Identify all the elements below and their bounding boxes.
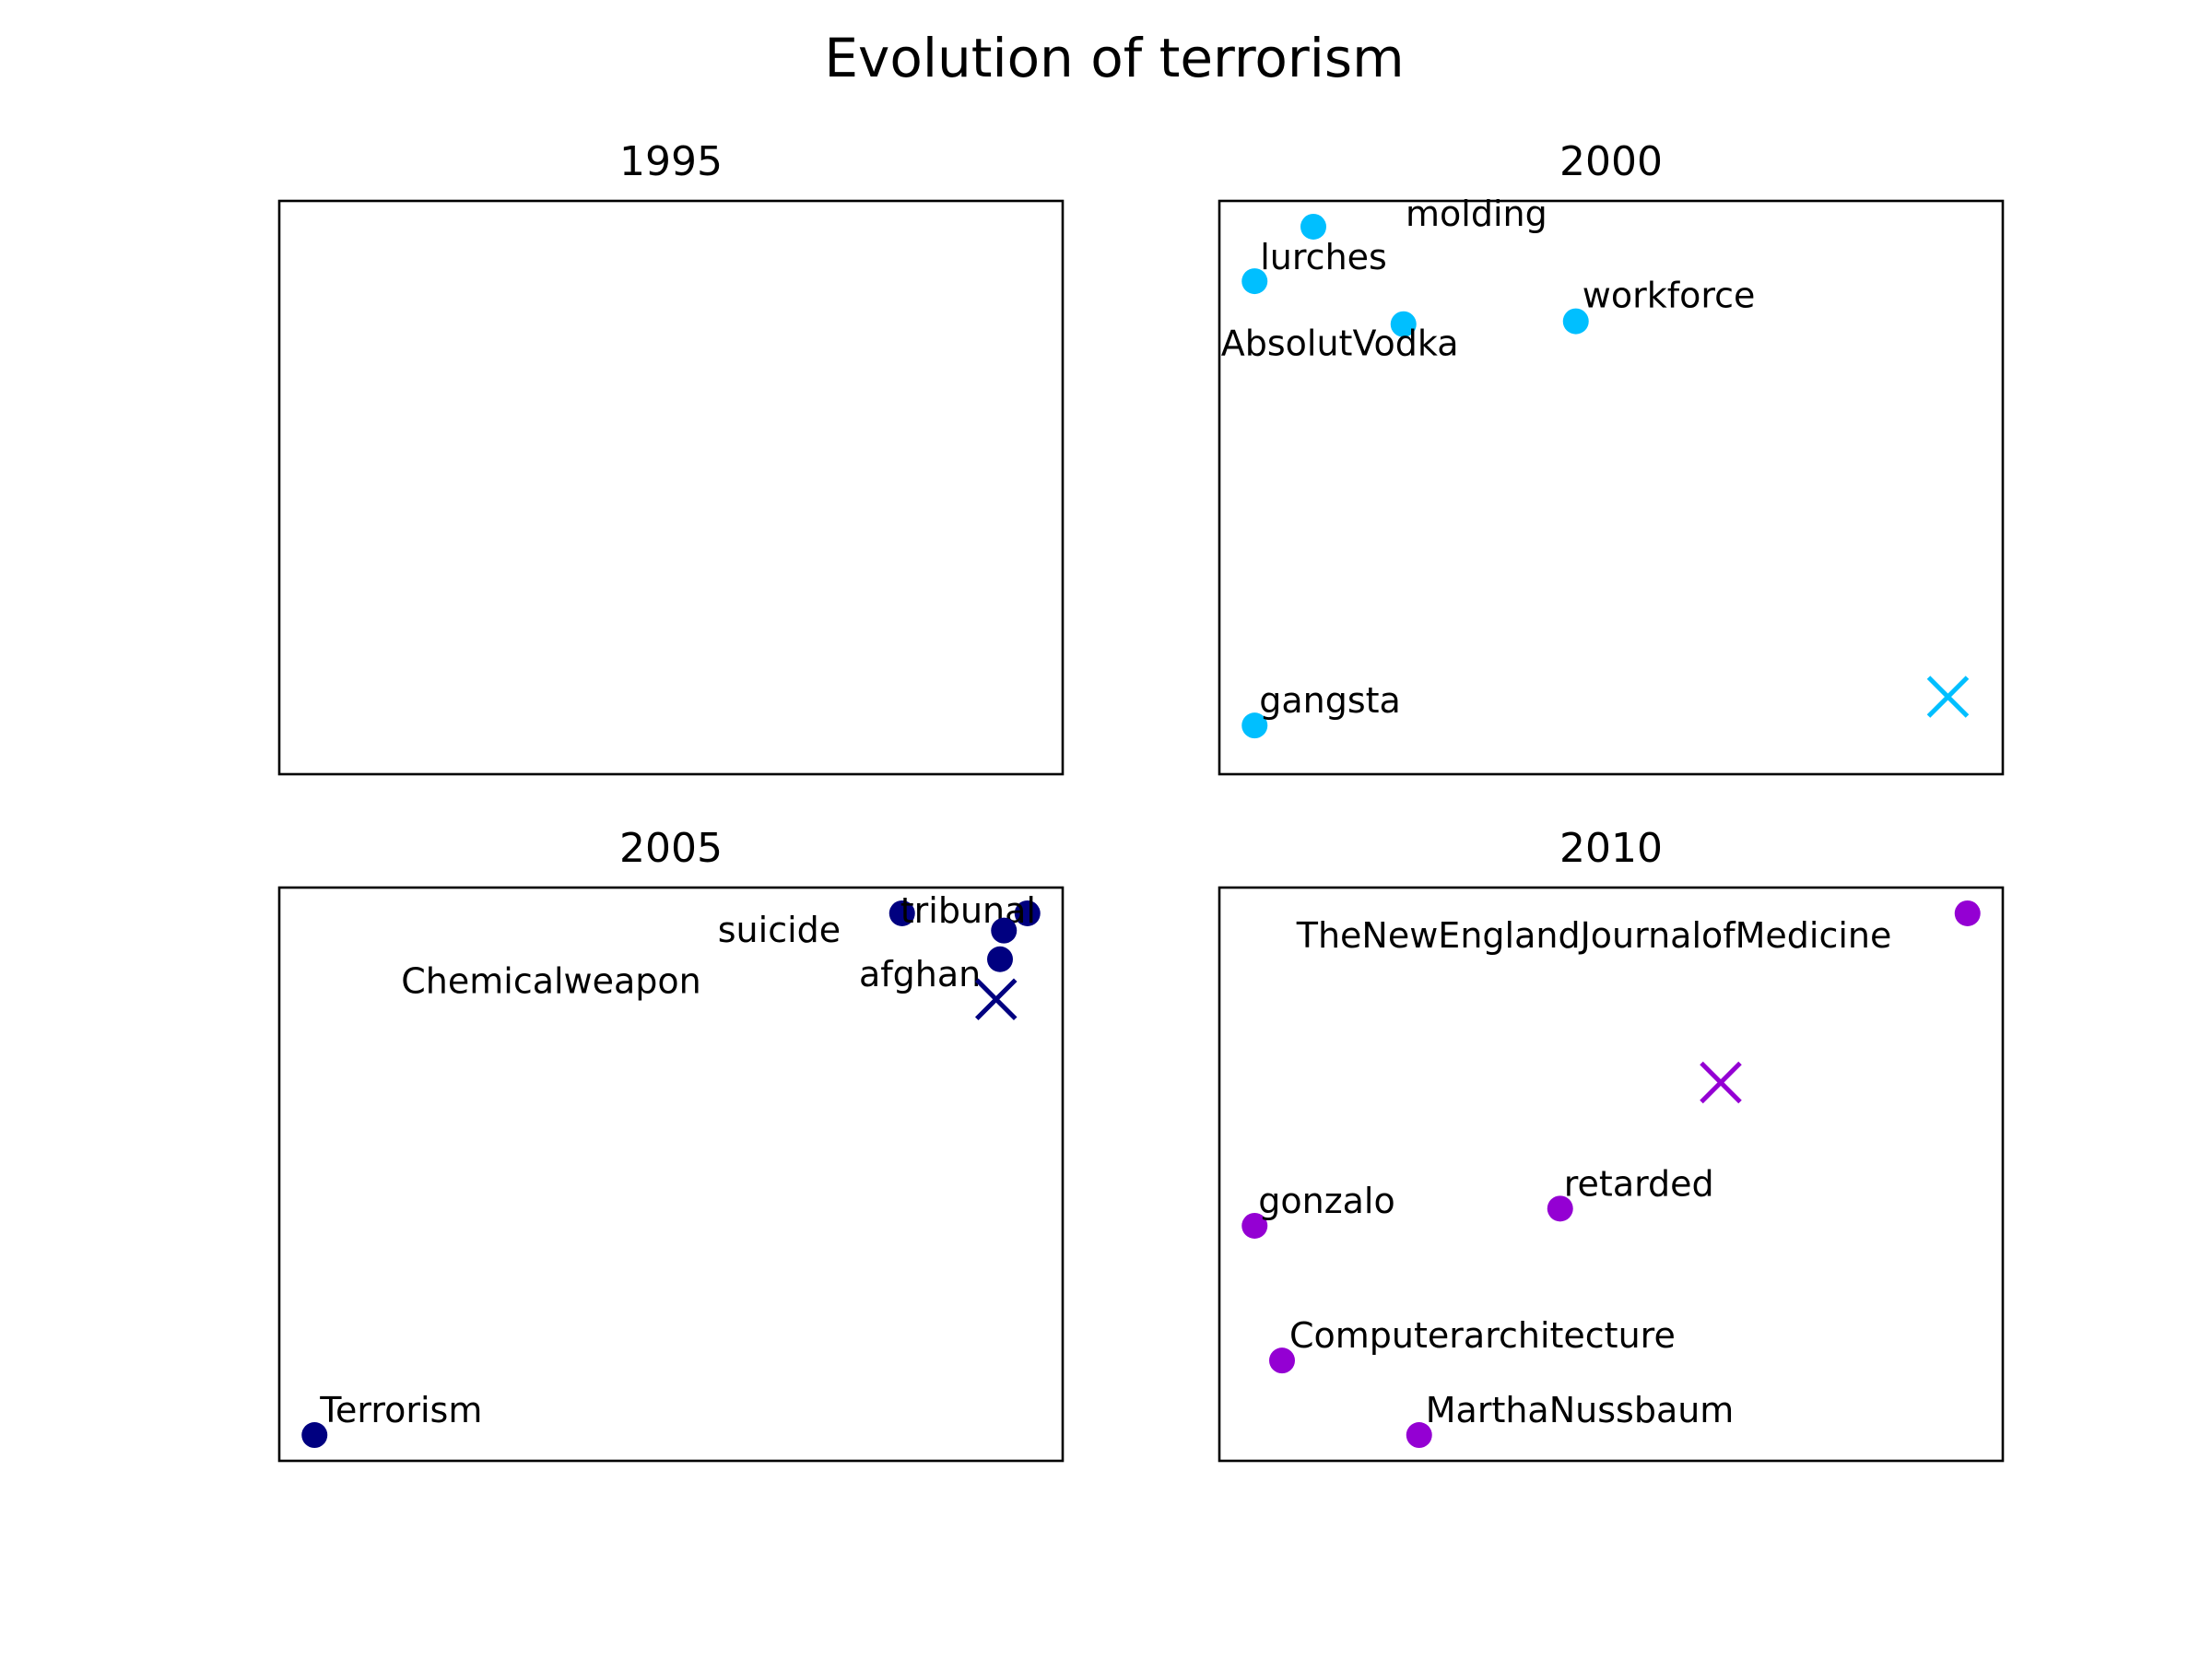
panel-2005: 2005 suicide tribunal Chemicalweapon afghan… [277, 825, 1065, 1463]
points-2000: molding lurches AbsolutVodka workforce gangs… [1221, 194, 1970, 739]
point-label-3-3: Computerarchitecture [1289, 1315, 1676, 1356]
point-label-3-0: TheNewEnglandJournalofMedicine [1296, 915, 1892, 956]
panel-2010: 2010 TheNewEnglandJournalofMedicine retar… [1218, 825, 2005, 1463]
point-label-2-0: suicide [718, 910, 841, 950]
point-3-0 [1954, 900, 1981, 926]
point-1-0 [1300, 213, 1326, 240]
point-2-1 [1014, 900, 1041, 926]
points-2005: suicide tribunal Chemicalweapon afghan Terro… [301, 890, 1041, 1449]
point-3-1 [1547, 1195, 1573, 1222]
plot-frame-1995 [277, 199, 1065, 776]
point-label-3-4: MarthaNussbaum [1426, 1390, 1735, 1430]
point-1-1 [1241, 268, 1268, 295]
point-label-1-3: workforce [1583, 276, 1756, 316]
point-2-0 [888, 900, 915, 926]
figure-title: Evolution of terrorism [824, 27, 1404, 89]
point-2-3 [987, 946, 1013, 972]
point-1-3 [1562, 308, 1589, 335]
centroid-marker-3 [1700, 1061, 1742, 1104]
point-label-3-2: gonzalo [1258, 1181, 1395, 1221]
centroid-marker-2 [974, 978, 1018, 1021]
panel-1995: 1995 [277, 138, 1065, 776]
point-label-1-1: lurches [1260, 237, 1387, 277]
plot-frame-2010 [1218, 886, 2005, 1463]
point-label-2-1: tribunal [900, 890, 1036, 931]
point-1-4 [1241, 712, 1268, 739]
point-label-1-0: molding [1406, 194, 1547, 234]
point-2-2 [991, 917, 1018, 944]
panel-title-2000: 2000 [1559, 138, 1663, 185]
point-label-3-1: retarded [1564, 1163, 1714, 1204]
panel-title-2010: 2010 [1559, 825, 1663, 872]
panel-title-2005: 2005 [619, 825, 723, 872]
centroid-marker-1 [1926, 676, 1970, 718]
point-label-2-4: Terrorism [319, 1390, 482, 1430]
panel-title-1995: 1995 [619, 138, 723, 185]
plot-frame-2005 [277, 886, 1065, 1463]
point-1-2 [1390, 311, 1417, 337]
point-label-1-4: gangsta [1259, 680, 1401, 721]
point-3-3 [1269, 1347, 1295, 1374]
point-label-1-2: AbsolutVodka [1221, 324, 1459, 364]
point-label-2-2: Chemicalweapon [401, 961, 701, 1002]
point-label-2-3: afghan [859, 954, 981, 994]
point-3-4 [1406, 1422, 1432, 1449]
panel-2000: 2000 molding lurches AbsolutVodka workforce… [1218, 138, 2005, 776]
point-3-2 [1241, 1212, 1268, 1239]
point-2-4 [301, 1422, 328, 1449]
points-2010: TheNewEnglandJournalofMedicine retarded go… [1241, 900, 1981, 1449]
plot-frame-2000 [1218, 199, 2005, 776]
